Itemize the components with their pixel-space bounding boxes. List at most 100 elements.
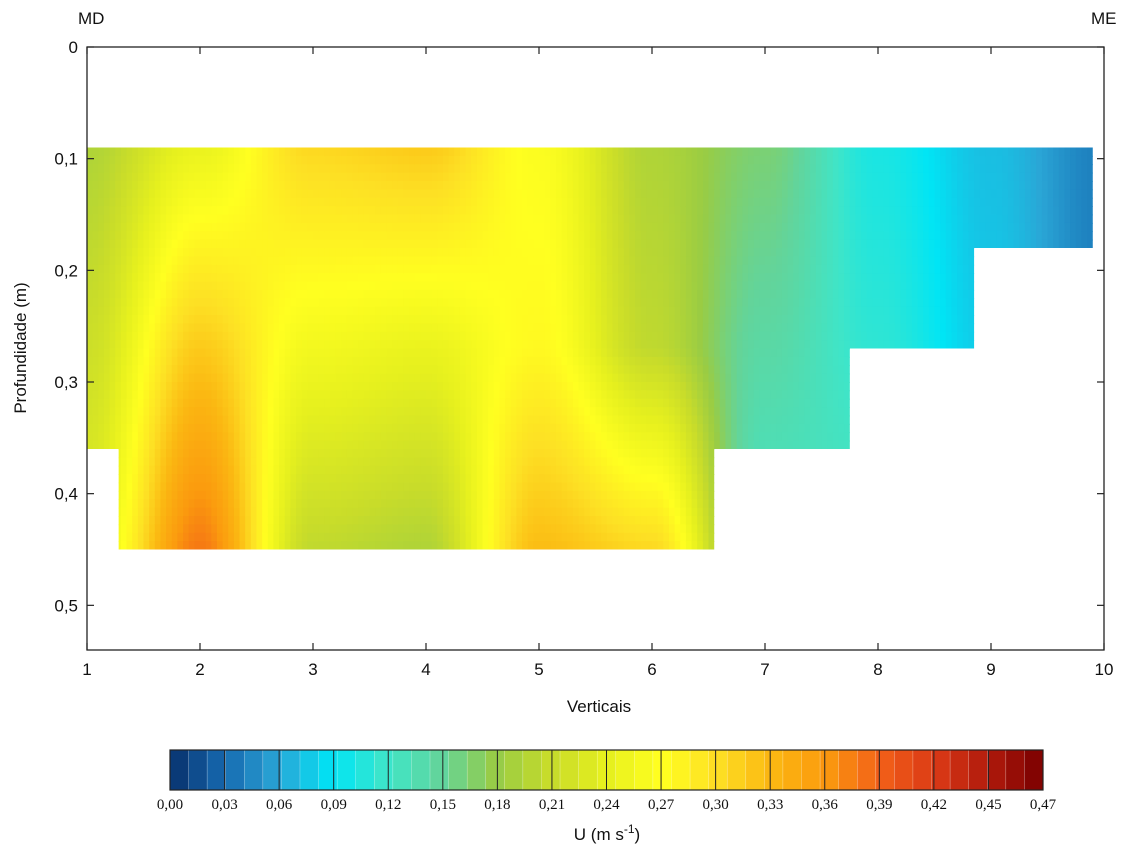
contour-cell	[92, 315, 100, 325]
contour-cell	[87, 457, 94, 467]
contour-cell	[143, 239, 150, 249]
contour-cell	[98, 482, 105, 492]
contour-cell	[233, 348, 241, 358]
contour-cell	[183, 440, 190, 450]
contour-cell	[442, 415, 450, 425]
contour-cell	[188, 197, 196, 207]
contour-cell	[250, 214, 258, 224]
contour-cell	[426, 239, 433, 249]
contour-cell	[267, 231, 275, 241]
contour-cell	[92, 432, 100, 442]
contour-cell	[245, 432, 252, 442]
contour-cell	[98, 423, 105, 434]
contour-cell	[245, 415, 252, 425]
contour-cell	[307, 474, 314, 484]
contour-cell	[589, 524, 597, 534]
contour-cell	[290, 365, 297, 375]
contour-cell	[612, 457, 619, 467]
contour-cell	[595, 189, 602, 199]
contour-cell	[522, 432, 529, 442]
contour-cell	[505, 423, 512, 434]
contour-cell	[426, 323, 433, 333]
contour-cell	[137, 407, 145, 417]
contour-cell	[584, 281, 591, 291]
contour-cell	[567, 532, 574, 542]
contour-cell	[290, 516, 297, 526]
contour-cell	[420, 432, 427, 442]
contour-cell	[369, 214, 376, 224]
contour-cell	[522, 415, 529, 425]
contour-cell	[352, 256, 359, 266]
contour-cell	[493, 206, 501, 216]
contour-cell	[403, 248, 410, 258]
contour-cell	[386, 298, 393, 308]
contour-cell	[629, 516, 636, 526]
contour-cell	[618, 474, 625, 484]
contour-cell	[431, 532, 439, 542]
contour-cell	[137, 541, 145, 550]
contour-cell	[103, 423, 111, 434]
contour-cell	[533, 348, 540, 358]
contour-cell	[539, 147, 546, 157]
contour-cell	[273, 423, 280, 434]
contour-cell	[267, 331, 275, 341]
contour-cell	[465, 206, 472, 216]
contour-cell	[171, 373, 179, 383]
contour-cell	[595, 172, 602, 182]
contour-cell	[640, 490, 648, 501]
contour-cell	[567, 214, 574, 224]
contour-cell	[273, 541, 280, 550]
contour-cell	[177, 365, 184, 375]
contour-cell	[589, 516, 597, 526]
contour-cell	[527, 239, 535, 249]
contour-cell	[200, 516, 207, 526]
contour-cell	[352, 440, 359, 450]
contour-cell	[120, 474, 128, 484]
contour-cell	[369, 457, 376, 467]
contour-cell	[454, 440, 461, 450]
contour-cell	[115, 541, 122, 550]
contour-cell	[239, 465, 246, 475]
contour-cell	[572, 273, 580, 283]
contour-cell	[522, 273, 529, 283]
contour-cell	[267, 197, 275, 207]
contour-cell	[87, 465, 94, 475]
contour-cell	[296, 323, 303, 333]
contour-cell	[375, 507, 382, 517]
contour-cell	[561, 306, 569, 316]
contour-cell	[216, 516, 224, 526]
contour-cell	[233, 264, 241, 274]
contour-cell	[584, 248, 591, 258]
contour-cell	[572, 423, 580, 434]
contour-cell	[657, 415, 665, 425]
contour-cell	[115, 172, 122, 182]
contour-cell	[284, 189, 292, 199]
contour-cell	[279, 407, 286, 417]
contour-cell	[584, 340, 591, 350]
contour-cell	[363, 432, 371, 442]
contour-cell	[211, 507, 218, 517]
contour-cell	[324, 273, 331, 283]
contour-cell	[499, 273, 506, 283]
contour-cell	[290, 315, 297, 325]
contour-cell	[126, 231, 133, 241]
contour-cell	[87, 474, 94, 484]
contour-cell	[346, 331, 354, 341]
contour-cell	[324, 465, 331, 475]
contour-cell	[132, 423, 139, 434]
contour-cell	[409, 214, 416, 224]
contour-cell	[522, 340, 529, 350]
contour-cell	[471, 382, 478, 392]
contour-cell	[386, 398, 393, 408]
contour-cell	[629, 348, 636, 358]
contour-cell	[601, 465, 608, 475]
contour-cell	[499, 306, 506, 316]
contour-cell	[601, 423, 608, 434]
contour-cell	[143, 231, 150, 241]
contour-cell	[228, 189, 235, 199]
contour-cell	[380, 248, 388, 258]
contour-cell	[177, 532, 184, 542]
contour-cell	[132, 239, 139, 249]
contour-cell	[149, 407, 156, 417]
contour-cell	[313, 189, 320, 199]
